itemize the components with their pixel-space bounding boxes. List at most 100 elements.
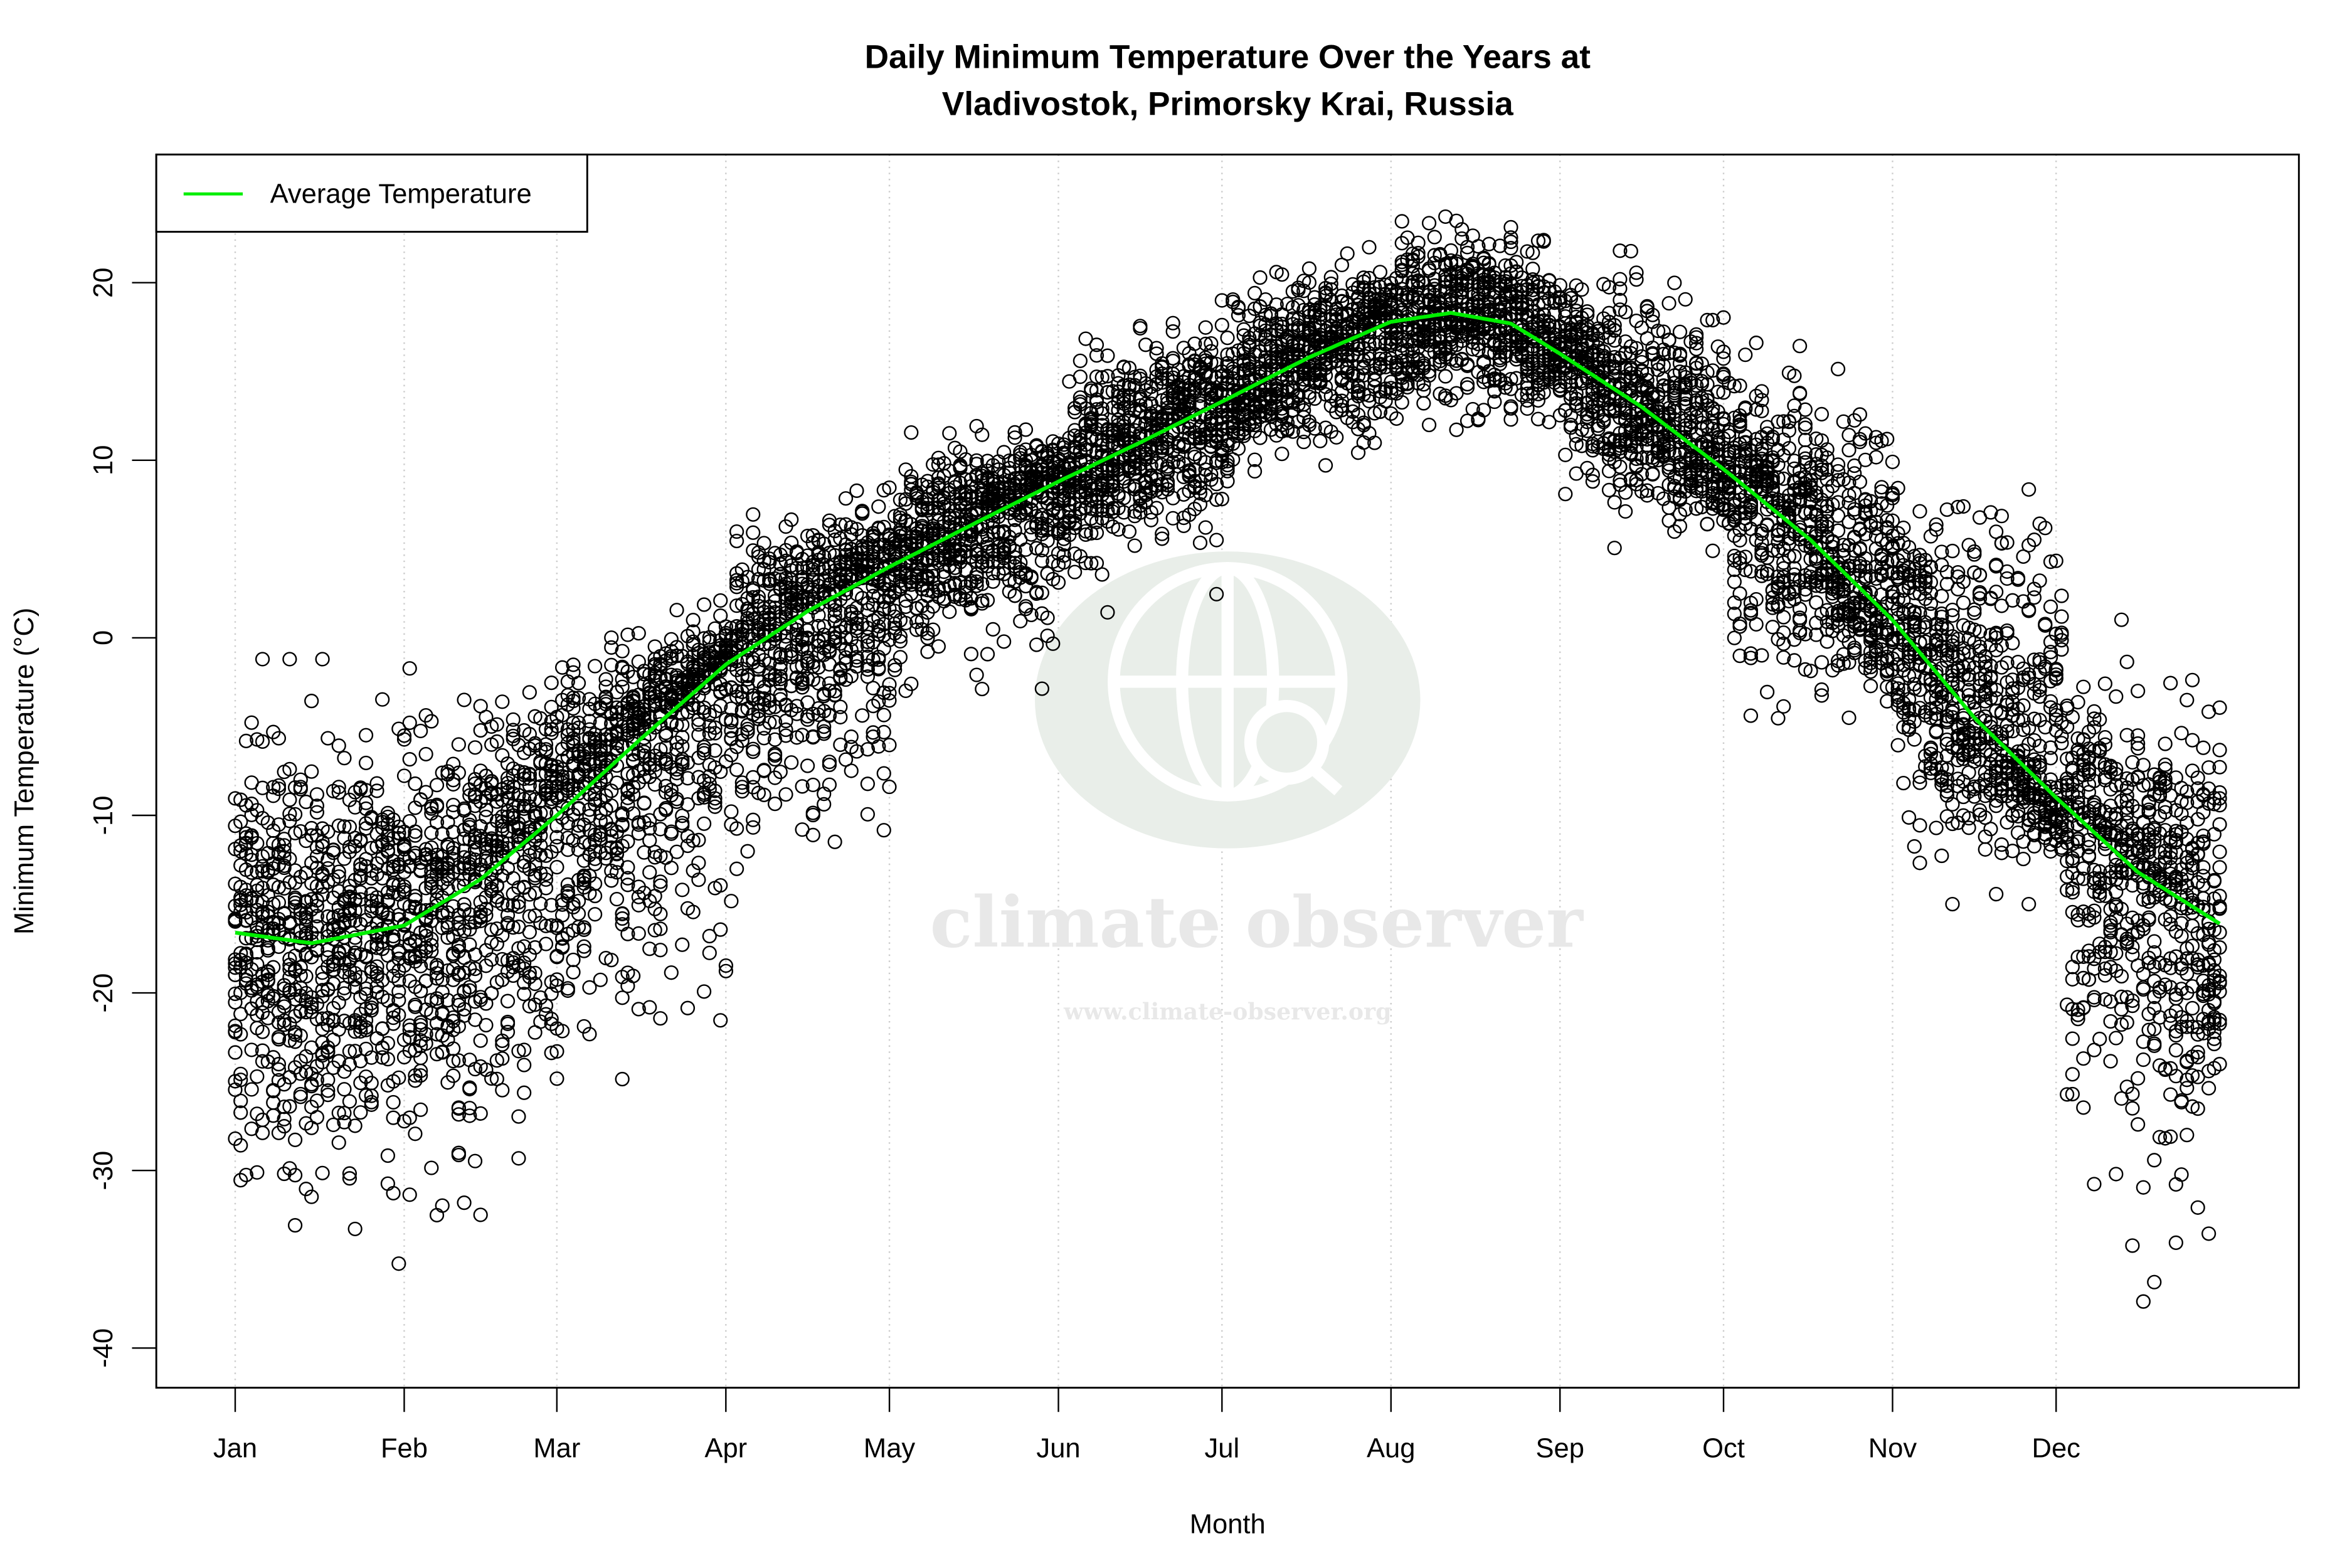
data-point: [2168, 1177, 2183, 1192]
data-point: [1438, 369, 1453, 384]
data-point: [1967, 547, 1982, 562]
data-point: [1967, 605, 1982, 620]
data-point: [500, 993, 516, 1009]
data-point: [1912, 504, 1927, 519]
data-point: [800, 758, 815, 773]
data-point: [1912, 818, 1927, 833]
data-point: [1362, 240, 1377, 255]
data-point: [2212, 817, 2227, 832]
data-point: [386, 1185, 401, 1201]
data-point: [282, 792, 297, 807]
data-point: [855, 708, 870, 723]
data-point: [566, 952, 581, 968]
data-point: [347, 1221, 363, 1237]
data-point: [1301, 261, 1317, 276]
data-point: [1389, 411, 1404, 426]
data-point: [549, 1071, 564, 1086]
data-point: [724, 804, 739, 819]
data-point: [1705, 543, 1720, 558]
data-point: [495, 694, 510, 709]
data-point: [1394, 214, 1409, 229]
data-point: [1449, 422, 1464, 437]
watermark: climate observer www.climate-observer.or…: [930, 551, 1584, 1025]
data-point: [669, 603, 684, 618]
data-point: [1165, 315, 1180, 331]
data-point: [250, 1069, 265, 1084]
data-point: [871, 499, 886, 514]
data-point: [358, 755, 374, 771]
data-point: [1776, 699, 1791, 714]
data-point: [975, 681, 990, 697]
data-point: [1607, 495, 1622, 510]
data-point: [2158, 736, 2173, 751]
data-point: [2185, 1000, 2200, 1016]
data-point: [287, 1218, 303, 1233]
data-point: [337, 751, 352, 766]
data-point: [380, 1176, 396, 1191]
data-point: [2103, 1054, 2118, 1069]
data-point: [1989, 887, 2004, 902]
data-point: [1945, 896, 1960, 912]
data-point: [429, 1207, 445, 1223]
data-point: [746, 812, 761, 827]
data-point: [2168, 1235, 2183, 1250]
watermark-name: climate observer: [930, 882, 1584, 964]
data-point: [713, 593, 728, 608]
data-point: [696, 816, 712, 831]
data-point: [2065, 1067, 2080, 1082]
data-point: [2168, 1042, 2183, 1057]
data-point: [598, 672, 613, 687]
data-point: [876, 823, 891, 838]
data-point: [778, 787, 793, 802]
data-point: [2136, 1180, 2151, 1195]
data-point: [942, 426, 957, 441]
data-point: [713, 1013, 728, 1028]
watermark-url: www.climate-observer.org: [1063, 999, 1392, 1025]
data-point: [1318, 458, 1333, 473]
data-point: [1841, 443, 1857, 458]
data-point: [997, 634, 1012, 649]
data-point: [2174, 726, 2189, 741]
data-point: [2097, 676, 2112, 691]
data-point: [511, 1109, 526, 1124]
data-point: [2147, 1274, 2162, 1290]
data-point: [1918, 591, 1933, 607]
data-point: [315, 652, 330, 667]
data-point: [2021, 482, 2037, 497]
data-point: [1978, 842, 1993, 857]
data-point: [1013, 613, 1028, 628]
data-point: [664, 965, 679, 980]
data-point: [1667, 275, 1682, 290]
data-point: [822, 755, 837, 770]
data-point: [2016, 851, 2031, 867]
data-point: [2087, 1177, 2102, 1192]
data-point: [1209, 532, 1224, 548]
data-point: [369, 776, 384, 791]
data-point: [767, 797, 783, 812]
data-point: [746, 507, 761, 522]
data-point: [1569, 466, 1584, 481]
data-point: [2076, 1051, 2091, 1066]
data-point: [588, 659, 603, 674]
data-point: [418, 746, 433, 762]
data-point: [1198, 520, 1213, 535]
data-point: [1274, 447, 1290, 462]
data-point: [2021, 896, 2037, 912]
data-point: [451, 737, 466, 752]
data-point: [2190, 1200, 2205, 1215]
data-point: [1029, 637, 1044, 652]
data-point: [255, 1125, 270, 1140]
data-point: [566, 965, 581, 980]
data-point: [2180, 1128, 2195, 1143]
data-point: [233, 1173, 248, 1188]
data-point: [1759, 684, 1775, 699]
data-point: [435, 1198, 450, 1213]
data-point: [2136, 1294, 2151, 1309]
data-point: [1558, 487, 1573, 502]
data-point: [1062, 374, 1077, 389]
data-point: [1247, 285, 1263, 300]
data-point: [615, 1071, 630, 1087]
data-point: [1929, 820, 1944, 835]
data-point: [413, 723, 428, 739]
